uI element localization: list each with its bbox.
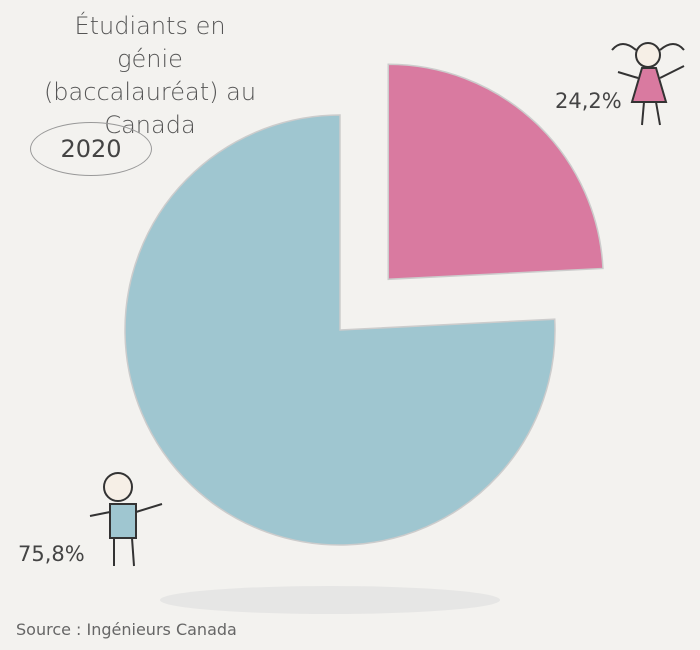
chart-title: Étudiants en génie (baccalauréat) au Can… bbox=[43, 12, 257, 139]
value-label: 24,2% bbox=[555, 89, 622, 113]
chart-subtitle: 2020 bbox=[30, 122, 152, 176]
pie-slice bbox=[124, 114, 556, 546]
boy-figure bbox=[89, 472, 163, 567]
girl-figure bbox=[611, 42, 685, 126]
pie-slice bbox=[387, 63, 604, 281]
value-label: 75,8% bbox=[18, 542, 85, 566]
slices bbox=[124, 63, 604, 546]
shadow bbox=[160, 586, 500, 614]
source-note: Source : Ingénieurs Canada bbox=[16, 620, 237, 639]
